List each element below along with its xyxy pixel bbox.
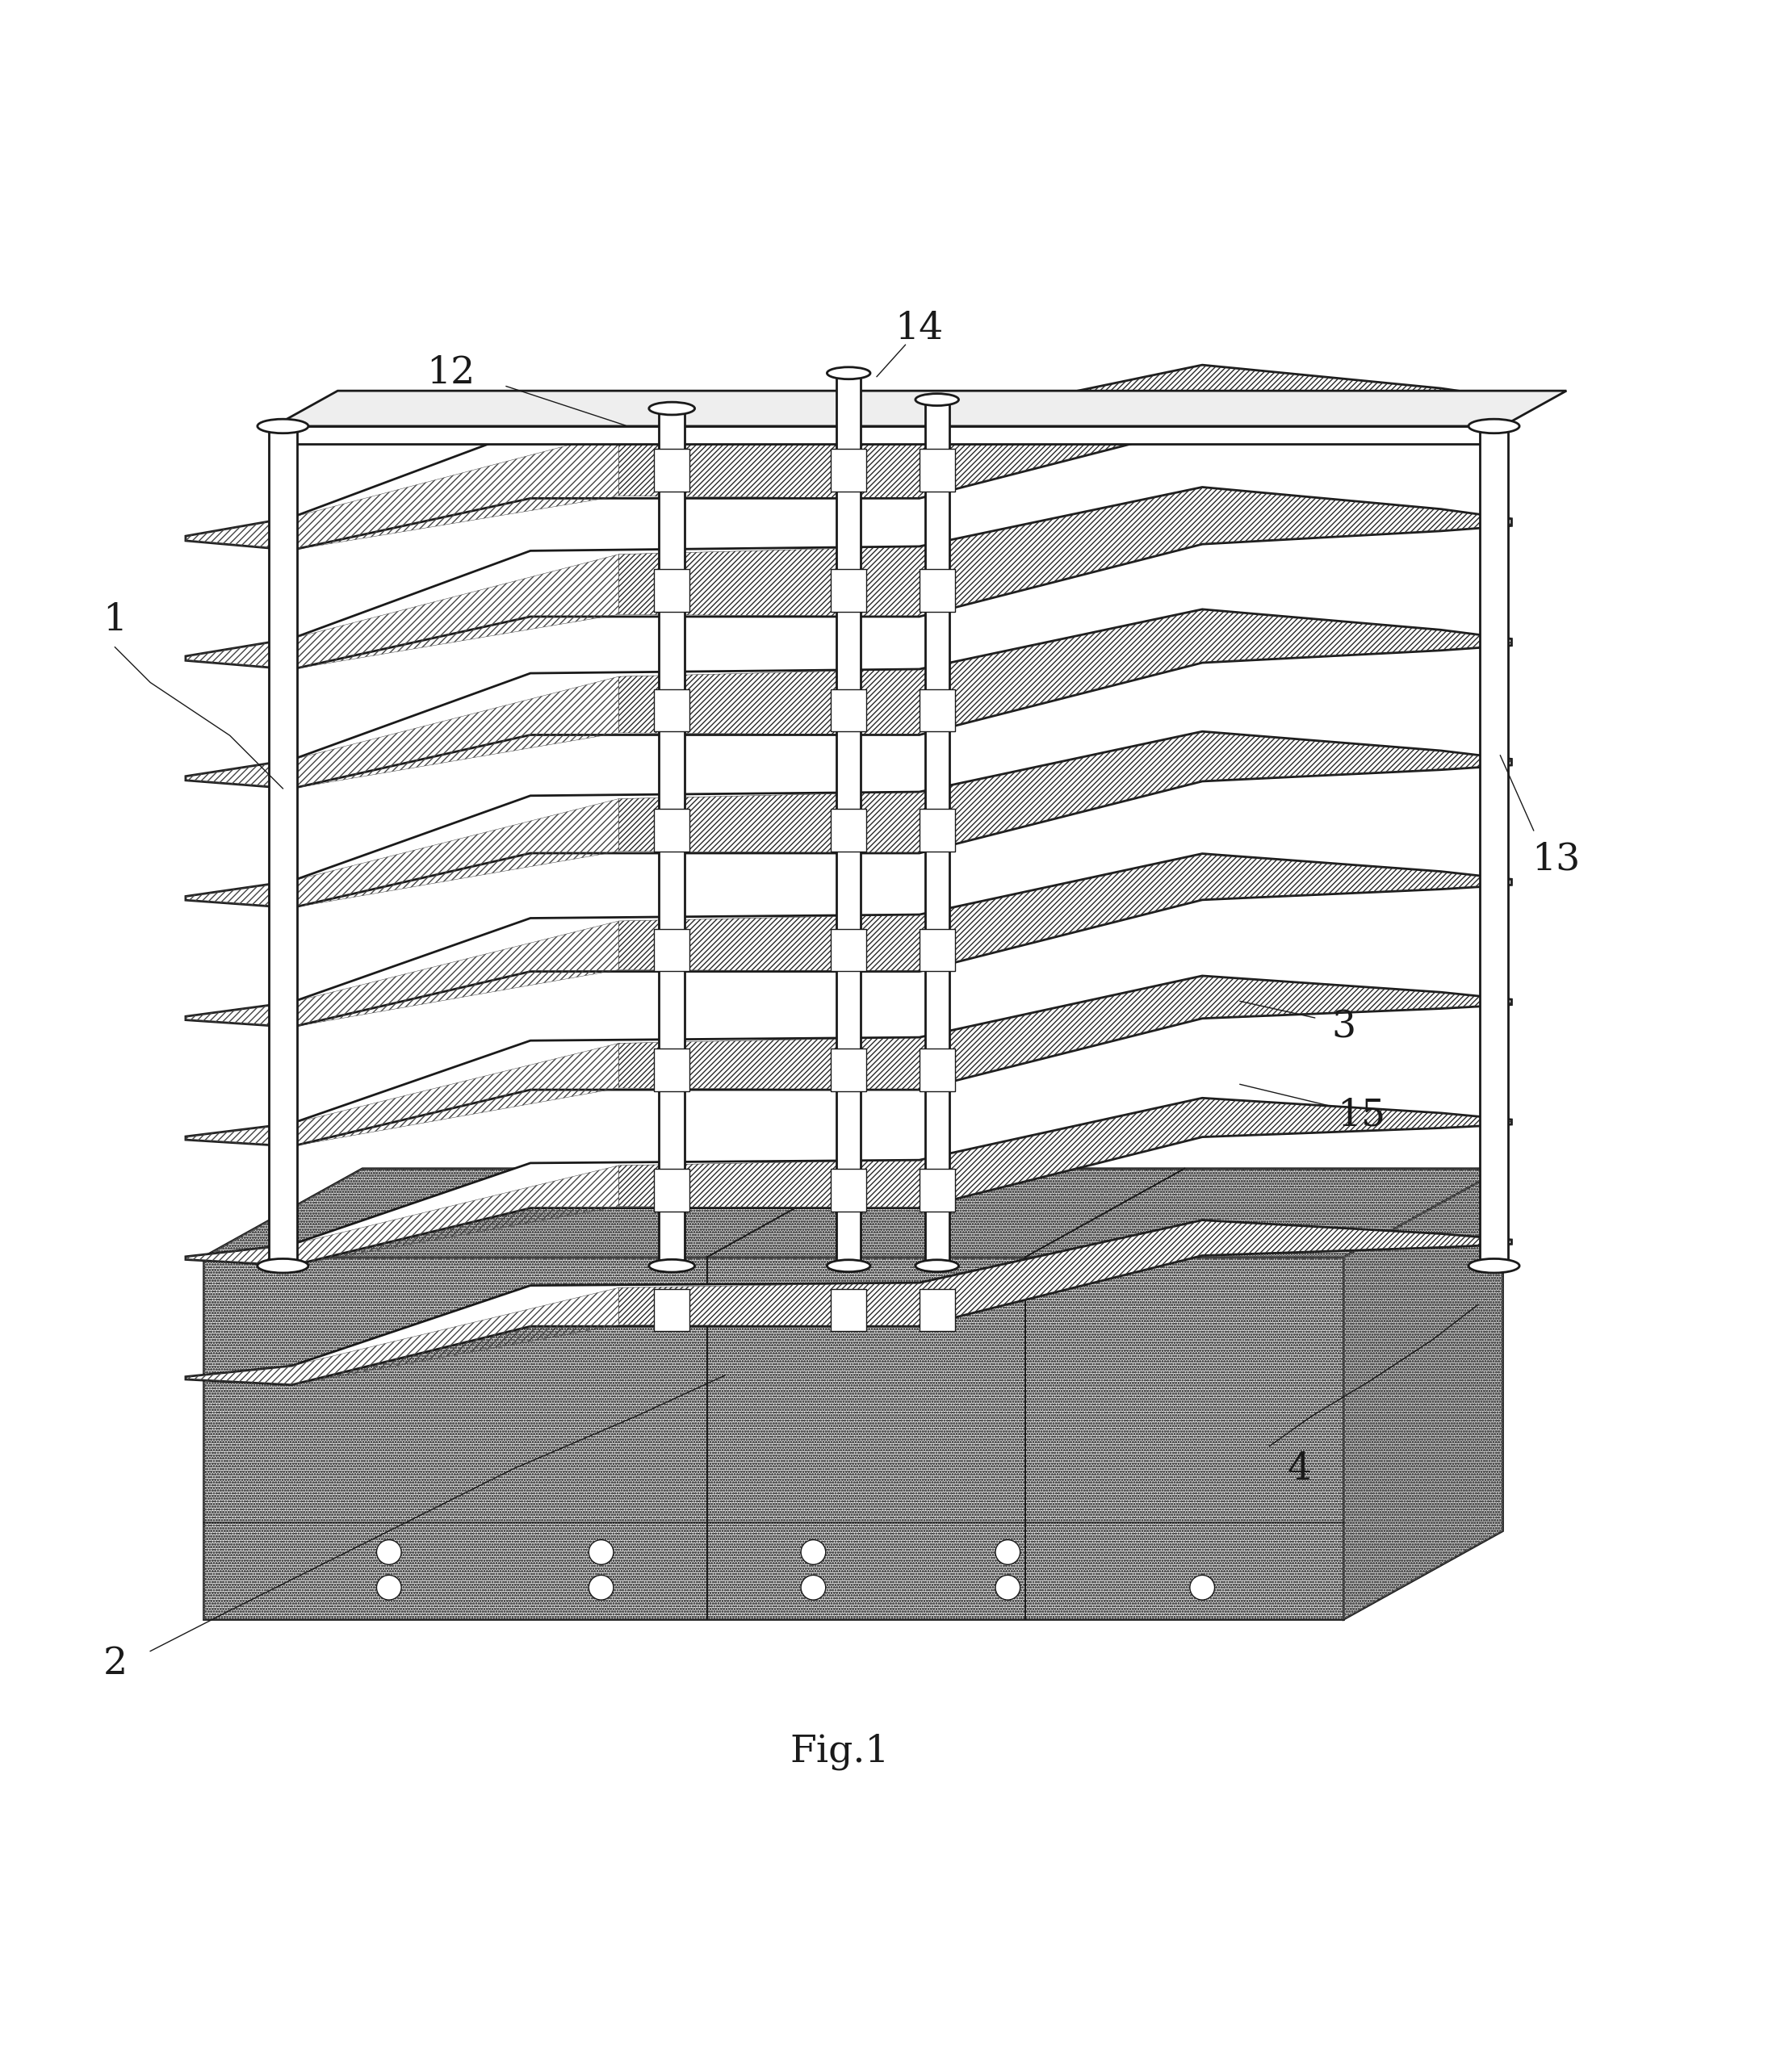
Bar [831, 1048, 866, 1092]
Bar [919, 570, 955, 611]
Circle shape [801, 1539, 826, 1564]
Polygon shape [1480, 427, 1508, 1266]
Bar [919, 1048, 955, 1092]
Polygon shape [203, 1169, 1503, 1258]
Bar [654, 570, 690, 611]
Circle shape [995, 1575, 1020, 1600]
Ellipse shape [258, 1258, 308, 1272]
Circle shape [995, 1539, 1020, 1564]
Polygon shape [836, 373, 861, 1266]
Polygon shape [186, 731, 1512, 908]
Bar [919, 1169, 955, 1212]
Ellipse shape [1469, 1258, 1519, 1272]
Bar [919, 450, 955, 491]
Bar [654, 690, 690, 731]
Circle shape [589, 1539, 613, 1564]
Bar [831, 1169, 866, 1212]
Bar [831, 928, 866, 972]
Bar [831, 808, 866, 852]
Bar [654, 1048, 690, 1092]
Polygon shape [269, 427, 297, 1266]
Ellipse shape [916, 1260, 958, 1272]
Bar [831, 1289, 866, 1330]
Polygon shape [186, 609, 1512, 789]
Polygon shape [1344, 1169, 1503, 1620]
Ellipse shape [827, 367, 870, 379]
Bar [831, 690, 866, 731]
Polygon shape [274, 392, 1566, 427]
Polygon shape [186, 365, 1512, 549]
Polygon shape [659, 408, 684, 1266]
Ellipse shape [649, 1260, 695, 1272]
Bar [654, 450, 690, 491]
Text: 15: 15 [1337, 1098, 1386, 1133]
Text: Fig.1: Fig.1 [790, 1734, 889, 1769]
Circle shape [377, 1539, 401, 1564]
Bar [831, 450, 866, 491]
Polygon shape [186, 1220, 1512, 1384]
Bar [919, 690, 955, 731]
Text: 14: 14 [895, 311, 944, 348]
Bar [831, 570, 866, 611]
Circle shape [1190, 1575, 1215, 1600]
Text: 1: 1 [103, 603, 127, 638]
Text: 4: 4 [1287, 1450, 1312, 1488]
Circle shape [589, 1575, 613, 1600]
Bar [654, 1289, 690, 1330]
Polygon shape [186, 854, 1512, 1028]
Polygon shape [186, 976, 1512, 1146]
Polygon shape [203, 1258, 1344, 1620]
Bar [919, 928, 955, 972]
Text: 12: 12 [426, 354, 476, 392]
Circle shape [377, 1575, 401, 1600]
Text: 2: 2 [103, 1645, 127, 1682]
Bar [654, 928, 690, 972]
Ellipse shape [258, 419, 308, 433]
Text: 13: 13 [1531, 841, 1581, 879]
Bar [654, 808, 690, 852]
Polygon shape [186, 487, 1512, 669]
Polygon shape [925, 400, 949, 1266]
Polygon shape [186, 1098, 1512, 1266]
Ellipse shape [1469, 419, 1519, 433]
Bar [919, 1289, 955, 1330]
Text: 3: 3 [1331, 1009, 1356, 1046]
Polygon shape [274, 427, 1503, 443]
Circle shape [801, 1575, 826, 1600]
Ellipse shape [649, 402, 695, 414]
Bar [654, 1169, 690, 1212]
Ellipse shape [916, 394, 958, 406]
Ellipse shape [827, 1260, 870, 1272]
Bar [919, 808, 955, 852]
